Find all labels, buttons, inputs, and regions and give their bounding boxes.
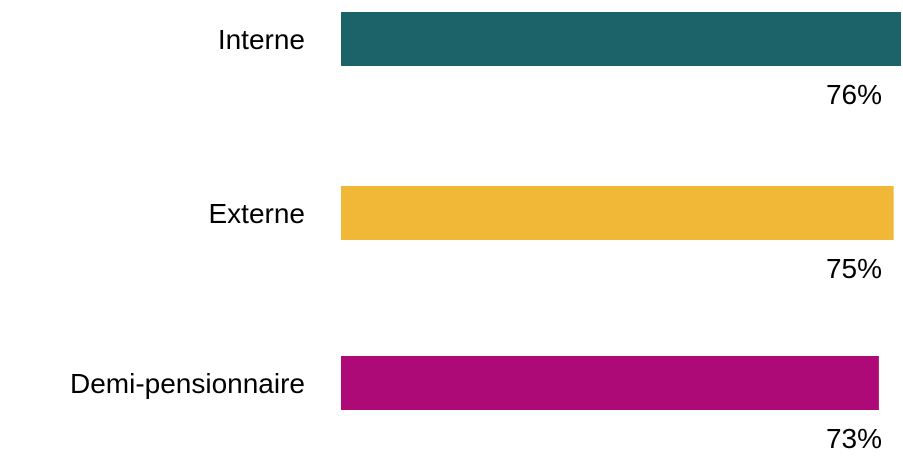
bar-interne (341, 12, 901, 66)
bar-demi-pensionnaire (341, 356, 879, 410)
value-label-interne: 76% (826, 79, 882, 110)
bar-externe (341, 186, 894, 240)
value-label-demi-pensionnaire: 73% (826, 423, 882, 454)
bars-layer: Interne 76% Externe 75% Demi-pensionnaire 73% (70, 12, 901, 454)
category-label-interne: Interne (218, 24, 305, 55)
value-label-externe: 75% (826, 253, 882, 284)
category-label-demi-pensionnaire: Demi-pensionnaire (70, 368, 305, 399)
category-label-externe: Externe (209, 198, 306, 229)
